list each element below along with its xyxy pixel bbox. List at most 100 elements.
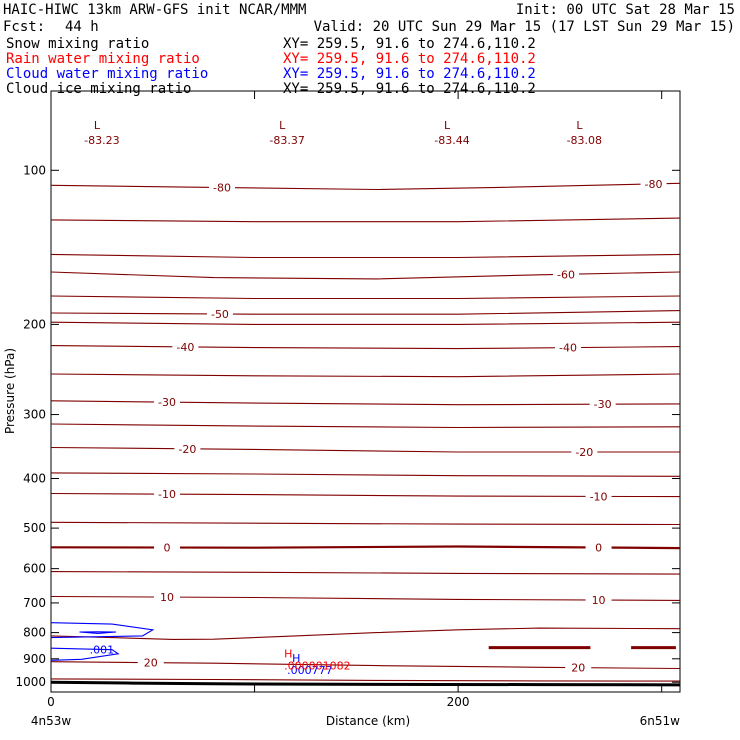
isotherm-label-15-0: 0 (164, 542, 171, 555)
isotherm-label-bg-11-1 (571, 445, 598, 458)
x-axis-label: Distance (km) (326, 714, 410, 728)
isotherm-label-15-1: 0 (595, 541, 602, 554)
isotherm-line-18 (50, 627, 681, 640)
init-time: Init: 00 UTC Sat 28 Mar 15 (516, 2, 735, 18)
max-value-1: .000001082 (284, 659, 350, 672)
y-tick-label-9: 1000 (15, 675, 46, 689)
low-marker-0: L (94, 119, 101, 132)
y-tick-label-7: 800 (23, 626, 46, 640)
isotherm-label-7-0: -40 (176, 341, 194, 354)
isotherm-label-11-1: -20 (575, 446, 593, 459)
x-left-end-label: 4n53w (31, 714, 72, 728)
forecast-label: Fcst: (3, 19, 45, 35)
isotherm-line-1 (50, 217, 681, 223)
y-tick-label-0: 100 (23, 163, 46, 177)
isotherm-line-12 (50, 472, 681, 477)
isotherm-label-bg-5-0 (206, 307, 233, 320)
plot-frame (50, 90, 681, 693)
isotherm-label-19-1: 20 (571, 662, 585, 675)
isotherm-label-11-0: -20 (178, 443, 196, 456)
low-marker-2: L (444, 119, 451, 132)
isotherm-label-17-1: 10 (592, 594, 606, 607)
isotherm-label-bg-9-0 (154, 396, 181, 409)
isotherm-line-6 (50, 321, 681, 325)
isotherm-line-8 (50, 373, 681, 378)
isotherm-line-5 (50, 310, 681, 315)
y-tick-label-1: 200 (23, 317, 46, 331)
isotherm-label-bg-0-1 (640, 177, 667, 190)
isotherm-line-2 (50, 253, 681, 259)
header: HAIC-HIWC 13km ARW-GFS init NCAR/MMM Ini… (3, 2, 735, 97)
isotherm-line-17 (50, 595, 681, 601)
isotherm-label-bg-7-1 (555, 341, 582, 354)
y-tick-label-3: 400 (23, 472, 46, 486)
isotherm-line-7 (50, 345, 681, 350)
y-tick-label-4: 500 (23, 521, 46, 535)
isotherm-label-bg-15-0 (154, 541, 181, 554)
y-tick-label-6: 700 (23, 596, 46, 610)
isotherm-line-3 (50, 271, 681, 280)
plot-title: HAIC-HIWC 13km ARW-GFS init NCAR/MMM (3, 2, 306, 18)
isotherm-label-5-0: -50 (211, 308, 229, 321)
isotherm-label-0-1: -80 (645, 178, 663, 191)
max-marker-1: H (284, 647, 292, 660)
field-xy-0: XY= 259.5, 91.6 to 274.6,110.2 (283, 36, 536, 52)
isotherm-label-bg-13-0 (154, 488, 181, 501)
field-xy-1: XY= 259.5, 91.6 to 274.6,110.2 (283, 51, 536, 67)
isotherm-label-13-0: -10 (158, 488, 176, 501)
isotherm-label-19-0: 20 (144, 657, 158, 670)
max-value-0: .000777 (287, 664, 333, 677)
low-marker-1: L (279, 119, 286, 132)
low-value-3: -83.08 (567, 134, 602, 147)
isotherm-label-bg-7-0 (172, 340, 199, 353)
field-xy-3: XY= 259.5, 91.6 to 274.6,110.2 (283, 81, 536, 97)
isotherm-line-16 (50, 571, 681, 575)
isotherm-label-3-0: -60 (557, 268, 575, 281)
y-axis-label: Pressure (hPa) (3, 348, 17, 434)
ground-line (50, 680, 681, 687)
isotherm-label-9-1: -30 (594, 398, 612, 411)
isotherm-line-13 (50, 492, 681, 498)
y-tick-label-5: 600 (23, 562, 46, 576)
field-name-0: Snow mixing ratio (6, 36, 149, 52)
forecast-hours: 44 h (65, 19, 99, 35)
isotherm-label-17-0: 10 (160, 591, 174, 604)
isotherm-label-bg-15-1 (585, 541, 612, 554)
cloud-contour-0 (50, 622, 155, 639)
field-name-1: Rain water mixing ratio (6, 51, 200, 67)
valid-time: Valid: 20 UTC Sun 29 Mar 15 (17 LST Sun … (314, 19, 735, 35)
isotherm-label-bg-19-1 (565, 661, 592, 674)
isotherm-label-7-1: -40 (559, 342, 577, 355)
low-value-1: -83.37 (269, 134, 304, 147)
field-name-3: Cloud ice mixing ratio (6, 81, 191, 97)
x-tick-label-2: 200 (447, 695, 470, 709)
isotherm-label-bg-19-0 (137, 656, 164, 669)
low-value-0: -83.23 (84, 134, 119, 147)
x-tick-label-0: 0 (47, 695, 55, 709)
cloud-contour-label-2: .001 (90, 643, 115, 656)
isotherm-label-13-1: -10 (590, 490, 608, 503)
isotherm-label-bg-0-0 (208, 181, 235, 194)
cloud-contour-1 (79, 631, 117, 634)
low-value-2: -83.44 (434, 134, 469, 147)
isotherm-label-bg-17-0 (154, 591, 181, 604)
isotherm-line-4 (50, 295, 681, 300)
y-tick-label-2: 300 (23, 408, 46, 422)
isotherm-label-bg-17-1 (585, 594, 612, 607)
y-tick-label-8: 900 (23, 652, 46, 666)
isotherm-label-9-0: -30 (158, 396, 176, 409)
field-name-2: Cloud water mixing ratio (6, 66, 208, 82)
isotherm-label-bg-3-0 (553, 268, 580, 281)
isotherm-label-bg-11-0 (174, 442, 201, 455)
isotherm-label-0-0: -80 (213, 182, 231, 195)
isotherm-label-bg-13-1 (585, 490, 612, 503)
isotherm-line-20 (50, 678, 681, 682)
low-marker-3: L (576, 119, 583, 132)
isotherm-label-bg-9-1 (589, 398, 616, 411)
x-right-end-label: 6n51w (640, 714, 681, 728)
isotherm-line-10 (50, 423, 681, 429)
cloud-contour-2 (50, 647, 120, 661)
isotherm-line-11 (50, 446, 680, 453)
isotherm-line-14 (50, 521, 681, 526)
